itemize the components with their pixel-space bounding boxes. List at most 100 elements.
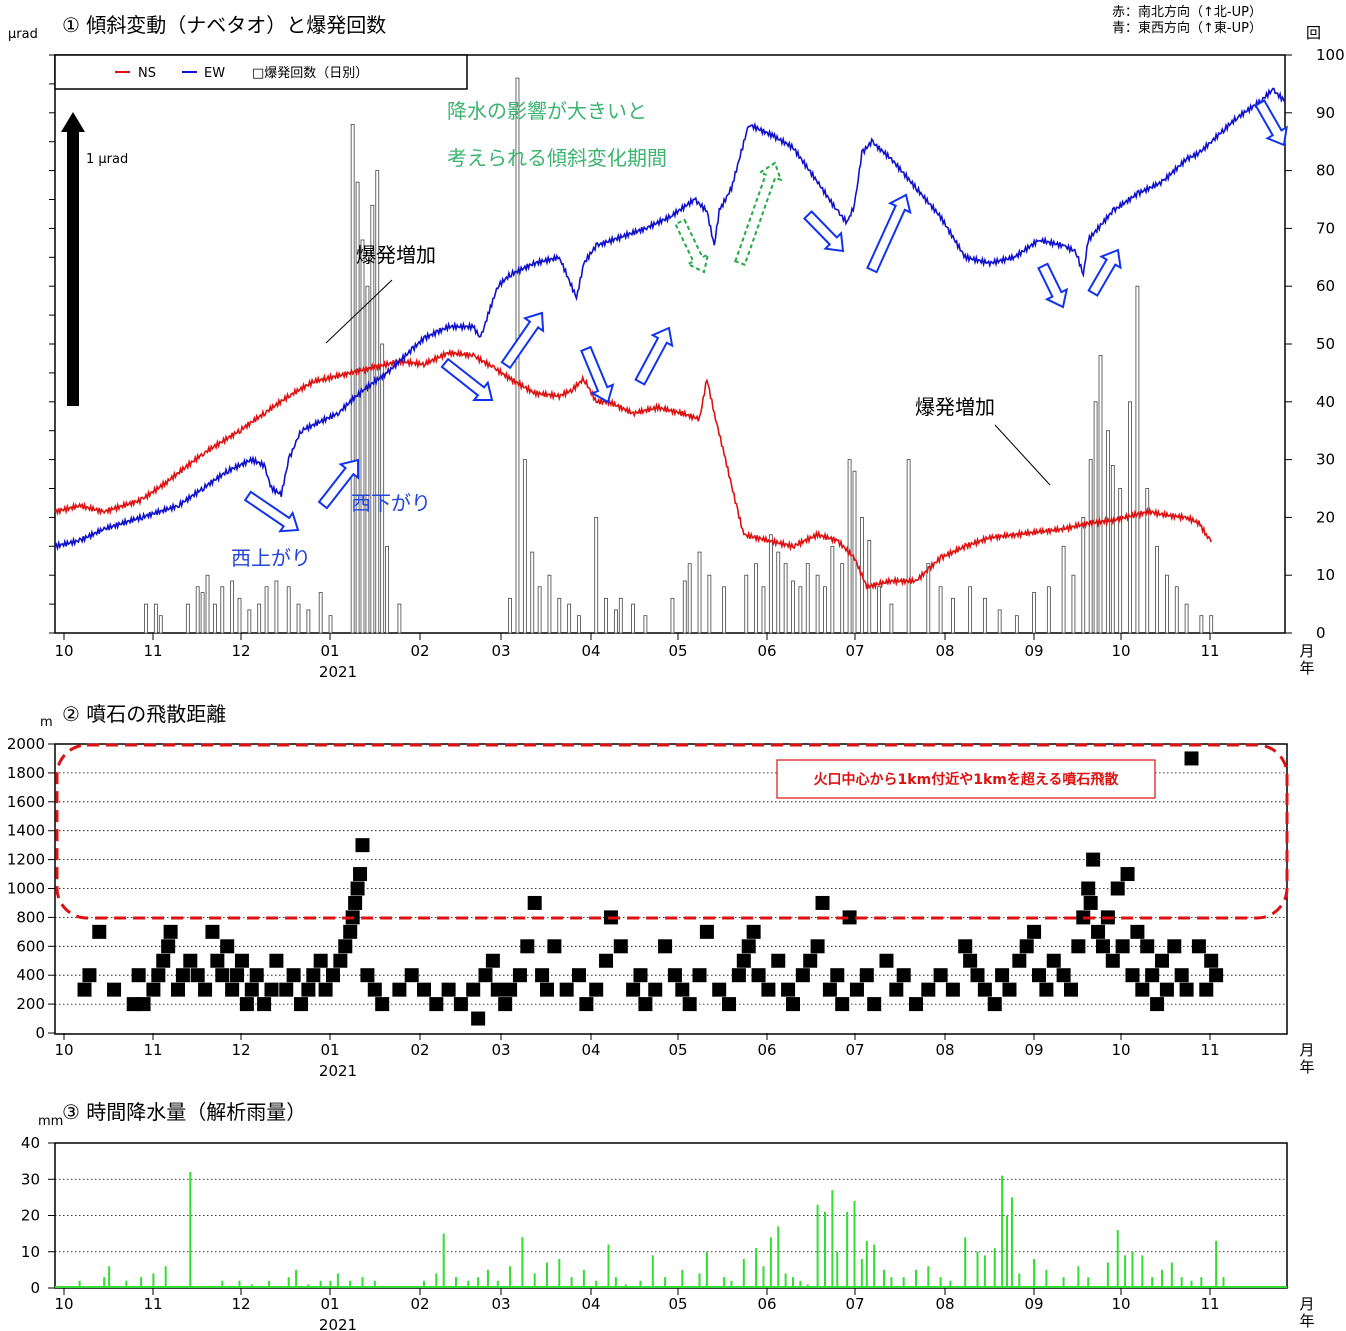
arrow-east-down-5 bbox=[1254, 99, 1288, 147]
explosion-bar bbox=[1184, 603, 1189, 634]
right-tick-label: 0 bbox=[1316, 624, 1326, 642]
ballistic-point bbox=[1184, 751, 1199, 766]
ballistic-point bbox=[1199, 982, 1214, 997]
ballistic-point bbox=[1179, 982, 1194, 997]
ballistic-point bbox=[1167, 939, 1182, 954]
x-tick-label: 02 bbox=[410, 1041, 429, 1059]
ballistic-point bbox=[842, 910, 857, 925]
ballistic-point bbox=[183, 953, 198, 968]
x-tick-label: 09 bbox=[1024, 1295, 1043, 1313]
right-tick-label: 40 bbox=[1316, 393, 1335, 411]
rain-bar bbox=[762, 1266, 765, 1288]
ballistic-point bbox=[648, 982, 663, 997]
explosion-bar bbox=[687, 563, 692, 634]
rain-bar bbox=[1222, 1277, 1225, 1288]
explosion-bar bbox=[1135, 285, 1140, 634]
explosion-bar bbox=[1155, 545, 1159, 634]
legend-ew: EW bbox=[204, 66, 225, 81]
explosion-bar bbox=[380, 343, 385, 634]
explosion-increase-pointer-2 bbox=[994, 424, 1051, 486]
x-month-unit: 月 bbox=[1299, 1295, 1314, 1313]
x-tick-label: 10 bbox=[1111, 1041, 1130, 1059]
x-tick-label: 06 bbox=[757, 1295, 776, 1313]
rain-bar bbox=[607, 1244, 610, 1288]
ballistic-point bbox=[682, 997, 697, 1012]
ballistic-point bbox=[353, 867, 368, 882]
rain-bar bbox=[993, 1248, 996, 1288]
ballistic-point bbox=[1150, 997, 1165, 1012]
ballistic-point bbox=[325, 968, 340, 983]
panel1-title: ① 傾斜変動（ナベタオ）と爆発回数 bbox=[62, 13, 386, 37]
panel3-grid-and-ticks: 0 10 20 30 40 bbox=[21, 1134, 1287, 1297]
explosion-bar bbox=[847, 459, 852, 634]
right-tick-label: 20 bbox=[1316, 508, 1335, 526]
x-tick-label: 03 bbox=[491, 1041, 510, 1059]
panel3-rain-bars bbox=[55, 1172, 1287, 1288]
x-tick-label: 08 bbox=[935, 1041, 954, 1059]
x-year-label: 2021 bbox=[319, 663, 357, 681]
ballistic-point bbox=[1032, 968, 1046, 983]
x-tick-label: 12 bbox=[231, 642, 250, 660]
explosion-bar bbox=[938, 586, 943, 634]
ballistic-point bbox=[933, 968, 948, 983]
explosion-bar bbox=[158, 615, 163, 634]
x-tick-label: 11 bbox=[1200, 642, 1219, 660]
arrow-east-down-3 bbox=[802, 210, 845, 253]
explosion-bar bbox=[1071, 574, 1076, 634]
ballistic-point bbox=[849, 982, 864, 997]
explosion-bar bbox=[1165, 574, 1169, 634]
rain-bar bbox=[140, 1277, 143, 1288]
ballistic-point bbox=[1091, 924, 1106, 939]
rain-bar bbox=[442, 1233, 445, 1288]
x-tick-label: 11 bbox=[1200, 1295, 1219, 1313]
panel2-ballistic-points bbox=[77, 751, 1224, 1026]
explosion-bar bbox=[852, 470, 857, 634]
rain-bar bbox=[349, 1280, 352, 1288]
rain-bar bbox=[1215, 1240, 1218, 1288]
ballistic-point bbox=[736, 953, 751, 968]
rain-bar bbox=[915, 1269, 917, 1288]
ballistic-point bbox=[1110, 881, 1125, 896]
explosion-bar bbox=[670, 597, 675, 634]
legend-ns: NS bbox=[138, 66, 156, 81]
explosion-increase-label-2: 爆発増加 bbox=[915, 395, 995, 419]
precip-note-line1: 降水の影響が大きいと bbox=[447, 99, 647, 123]
explosion-bar bbox=[776, 551, 781, 634]
panel3-ylabel: mm bbox=[38, 1114, 63, 1129]
explosion-bar bbox=[1199, 615, 1204, 634]
x-month-unit: 月 bbox=[1299, 1041, 1314, 1059]
rain-bar bbox=[558, 1259, 561, 1288]
x-tick-label: 11 bbox=[1200, 1041, 1219, 1059]
rain-bar bbox=[1200, 1277, 1203, 1288]
ballistic-point bbox=[741, 939, 756, 954]
ballistic-point bbox=[485, 953, 500, 968]
ballistic-point bbox=[429, 997, 444, 1012]
rain-bar bbox=[486, 1269, 489, 1288]
explosion-increase-pointer-1 bbox=[325, 279, 393, 344]
rain-bar bbox=[853, 1201, 856, 1288]
ballistic-point bbox=[599, 953, 614, 968]
rain-bar bbox=[546, 1262, 548, 1288]
ballistic-point bbox=[1174, 968, 1189, 983]
panel2-y-tick-label: 1000 bbox=[7, 880, 45, 898]
scale-bar: 1 μrad bbox=[61, 112, 128, 406]
ballistic-point bbox=[1027, 924, 1042, 939]
ballistic-point bbox=[977, 982, 992, 997]
ballistic-point bbox=[1209, 968, 1224, 983]
rain-bar bbox=[125, 1280, 128, 1288]
ballistic-point bbox=[1155, 953, 1169, 968]
x-tick-label: 09 bbox=[1024, 642, 1043, 660]
ballistic-point bbox=[795, 968, 810, 983]
explosion-bar bbox=[365, 285, 370, 634]
over-1km-zone bbox=[55, 743, 1289, 920]
rain-bar bbox=[1190, 1280, 1193, 1288]
explosion-bar bbox=[220, 586, 225, 634]
ballistic-point bbox=[879, 953, 894, 968]
ballistic-point bbox=[547, 939, 562, 954]
arrow-east-down-1 bbox=[440, 357, 494, 401]
panel3-y-tick-label: 30 bbox=[21, 1170, 40, 1188]
explosion-bar bbox=[397, 603, 402, 634]
rain-bar bbox=[742, 1259, 745, 1288]
ballistic-point bbox=[269, 953, 284, 968]
